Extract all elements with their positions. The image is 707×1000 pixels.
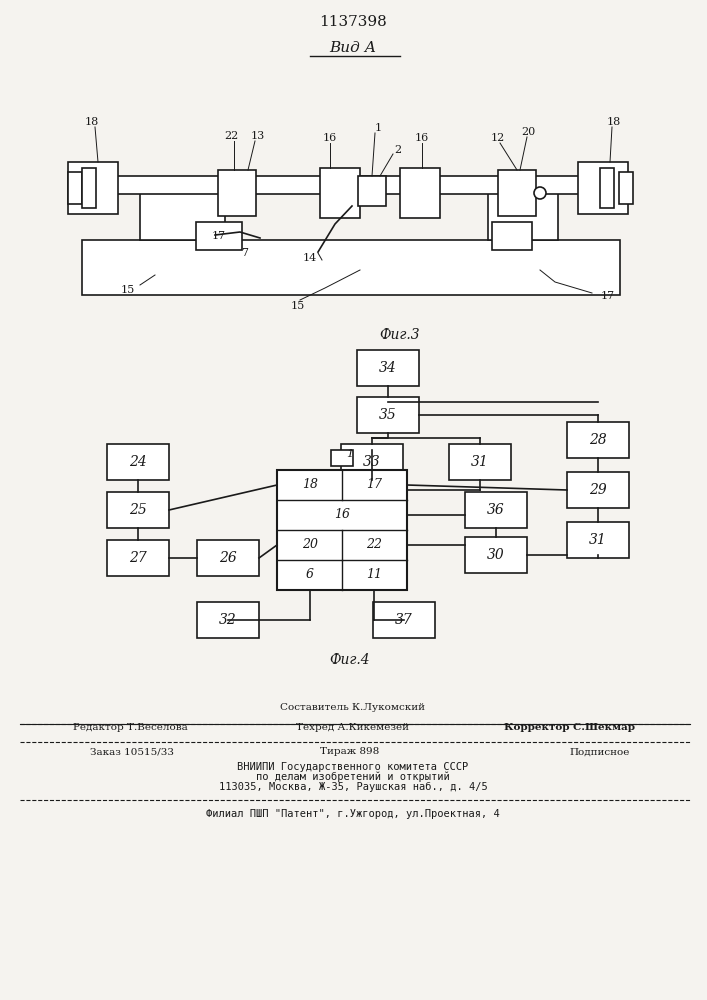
Text: 18: 18: [607, 117, 621, 127]
Bar: [600, 168, 614, 208]
Text: Филиал ПШП "Патент", г.Ужгород, ул.Проектная, 4: Филиал ПШП "Патент", г.Ужгород, ул.Проек…: [206, 809, 500, 819]
Text: 35: 35: [379, 408, 397, 422]
Text: ВНИИПИ Государственного комитета СССР: ВНИИПИ Государственного комитета СССР: [238, 762, 469, 772]
Text: 28: 28: [589, 433, 607, 447]
Text: 6: 6: [306, 568, 314, 582]
Bar: [567, 522, 629, 558]
Text: 15: 15: [291, 301, 305, 311]
Text: 12: 12: [491, 133, 505, 143]
Bar: [492, 222, 532, 250]
Text: 13: 13: [251, 131, 265, 141]
Bar: [488, 192, 558, 240]
Text: 16: 16: [334, 508, 350, 522]
Text: 2: 2: [395, 145, 402, 155]
Bar: [68, 162, 118, 214]
Bar: [107, 444, 169, 480]
Text: Фиг.3: Фиг.3: [380, 328, 421, 342]
Text: 31: 31: [471, 455, 489, 469]
Bar: [567, 422, 629, 458]
Text: 30: 30: [487, 548, 505, 562]
Bar: [197, 540, 259, 576]
Text: 24: 24: [129, 455, 147, 469]
Text: 37: 37: [395, 613, 413, 627]
Bar: [82, 240, 620, 295]
Text: Вид А: Вид А: [329, 41, 377, 55]
Circle shape: [534, 187, 546, 199]
Bar: [357, 350, 419, 386]
Bar: [277, 470, 407, 590]
Text: 1: 1: [346, 449, 354, 459]
Text: Редактор Т.Веселова: Редактор Т.Веселова: [73, 722, 187, 732]
Text: 16: 16: [323, 133, 337, 143]
Text: 31: 31: [589, 533, 607, 547]
Bar: [619, 172, 633, 204]
Text: 18: 18: [85, 117, 99, 127]
Bar: [400, 168, 440, 218]
Text: 17: 17: [212, 231, 226, 241]
Bar: [357, 397, 419, 433]
Text: 32: 32: [219, 613, 237, 627]
Text: по делам изобретений и открытий: по делам изобретений и открытий: [256, 772, 450, 782]
Bar: [341, 444, 403, 480]
Text: 36: 36: [487, 503, 505, 517]
Text: 7: 7: [242, 248, 248, 258]
Text: 22: 22: [224, 131, 238, 141]
Bar: [358, 176, 386, 206]
Text: 27: 27: [129, 551, 147, 565]
Text: 11: 11: [366, 568, 382, 582]
Bar: [107, 492, 169, 528]
Text: Тираж 898: Тираж 898: [320, 748, 380, 756]
Bar: [82, 168, 96, 208]
Text: Техред А.Кикемезей: Техред А.Кикемезей: [296, 722, 409, 732]
Text: Фиг.4: Фиг.4: [329, 653, 370, 667]
Text: 1: 1: [375, 123, 382, 133]
Bar: [320, 168, 360, 218]
Text: Корректор С.Шекмар: Корректор С.Шекмар: [505, 722, 636, 732]
Text: 17: 17: [366, 479, 382, 491]
Bar: [449, 444, 511, 480]
Text: 34: 34: [379, 361, 397, 375]
Text: 1137398: 1137398: [319, 15, 387, 29]
Text: 18: 18: [302, 479, 318, 491]
Text: 29: 29: [589, 483, 607, 497]
Text: 16: 16: [415, 133, 429, 143]
Bar: [197, 602, 259, 638]
Bar: [578, 162, 628, 214]
Bar: [218, 170, 256, 216]
Bar: [196, 222, 242, 250]
Text: 20: 20: [302, 538, 318, 552]
Bar: [465, 537, 527, 573]
Text: 17: 17: [601, 291, 615, 301]
Bar: [140, 192, 225, 240]
Text: 26: 26: [219, 551, 237, 565]
Bar: [498, 170, 536, 216]
Text: 25: 25: [129, 503, 147, 517]
Text: Подписное: Подписное: [570, 748, 630, 756]
Bar: [331, 450, 353, 466]
Bar: [465, 492, 527, 528]
Text: 15: 15: [121, 285, 135, 295]
Text: 20: 20: [521, 127, 535, 137]
Text: 33: 33: [363, 455, 381, 469]
Bar: [373, 602, 435, 638]
Text: Заказ 10515/33: Заказ 10515/33: [90, 748, 174, 756]
Text: 113035, Москва, Ж-35, Раушская наб., д. 4/5: 113035, Москва, Ж-35, Раушская наб., д. …: [218, 782, 487, 792]
Bar: [107, 540, 169, 576]
Text: 14: 14: [303, 253, 317, 263]
Bar: [82, 176, 620, 194]
Bar: [68, 172, 82, 204]
Text: 22: 22: [366, 538, 382, 552]
Bar: [567, 472, 629, 508]
Text: Составитель К.Лукомский: Составитель К.Лукомский: [281, 702, 426, 712]
